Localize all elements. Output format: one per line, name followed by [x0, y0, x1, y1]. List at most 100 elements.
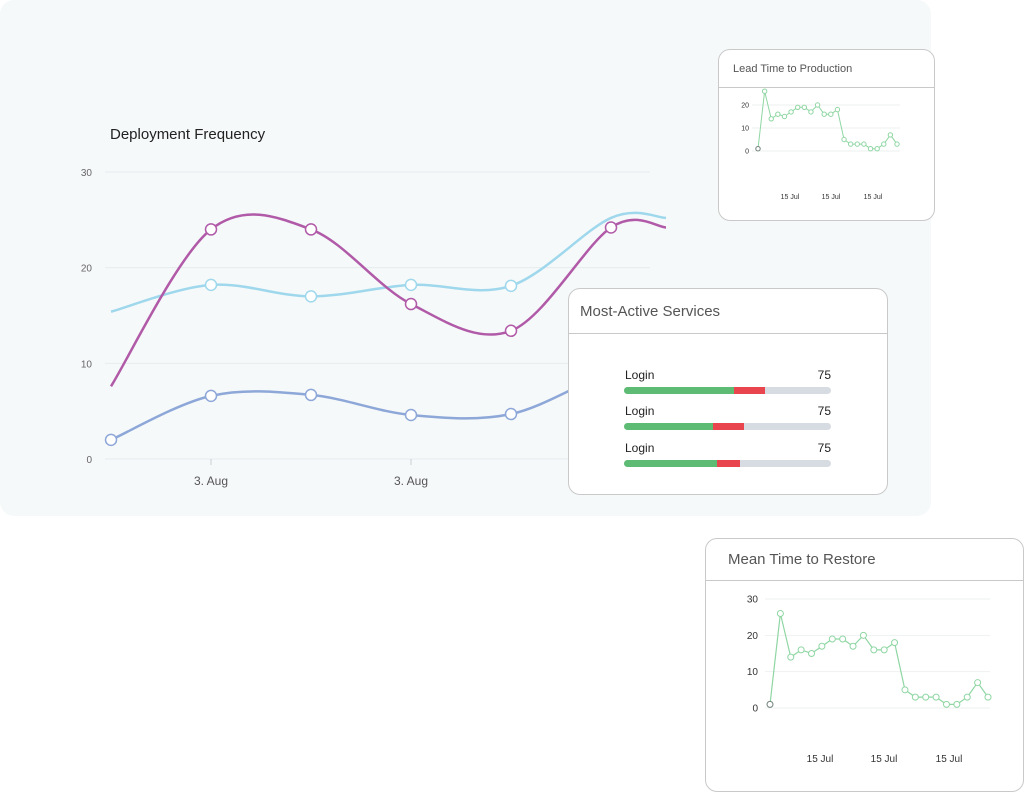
data-point: [304, 290, 318, 303]
data-point: [404, 278, 418, 292]
service-bar-success: [624, 460, 718, 467]
data-point: [839, 635, 847, 643]
lead-time-header: Lead Time to Production: [719, 50, 934, 88]
y-tick-label: 20: [747, 631, 759, 642]
data-point: [849, 642, 857, 650]
data-point: [755, 146, 761, 152]
x-tick-label: 15 Jul: [781, 194, 800, 201]
data-point: [828, 111, 834, 117]
restore-card: Mean Time to Restore 0 10 20 30 15 Jul 15 Jul…: [705, 538, 1024, 792]
data-point: [104, 433, 118, 447]
data-point: [828, 635, 836, 643]
data-point: [204, 278, 218, 292]
data-point: [861, 141, 867, 147]
data-point: [808, 650, 816, 657]
data-point: [894, 141, 900, 147]
restore-chart: 0 10 20 30 15 Jul 15 Jul 15 Jul: [747, 595, 992, 765]
service-label: Login: [625, 441, 655, 455]
data-point: [788, 109, 794, 115]
service-label: Login: [625, 368, 655, 382]
data-point: [504, 279, 518, 293]
y-tick-label: 20: [81, 264, 93, 275]
data-point: [781, 113, 788, 120]
x-tick-label: 15 Jul: [936, 754, 963, 765]
data-point: [766, 700, 774, 708]
data-point: [775, 111, 781, 117]
service-label: Login: [625, 404, 655, 418]
data-point: [932, 693, 940, 701]
sparkline: [769, 613, 989, 705]
services-title: Most-Active Services: [580, 302, 721, 320]
y-tick-label: 10: [747, 667, 759, 678]
x-tick-label: 3. Aug: [194, 474, 228, 488]
data-point: [874, 146, 880, 152]
deployment-frequency-title: Deployment Frequency: [110, 126, 266, 143]
service-bar: [624, 387, 831, 394]
service-value: 75: [817, 404, 831, 418]
services-header: Most-Active Services: [569, 289, 887, 334]
data-point: [859, 631, 867, 639]
data-point: [953, 700, 961, 708]
data-point: [204, 223, 218, 236]
data-point: [787, 653, 795, 661]
data-point: [834, 106, 841, 113]
data-point: [942, 700, 950, 708]
y-tick-label: 0: [86, 455, 92, 466]
y-tick-label: 10: [81, 359, 93, 370]
series-line: [109, 213, 667, 387]
data-point: [818, 642, 826, 650]
y-tick-label: 20: [741, 102, 749, 109]
data-point: [814, 102, 821, 108]
x-tick-label: 15 Jul: [871, 754, 898, 765]
data-point: [841, 136, 847, 143]
y-tick-label: 30: [81, 168, 93, 179]
data-point: [768, 116, 774, 122]
data-point: [808, 109, 814, 115]
data-point: [404, 408, 418, 422]
data-point: [204, 389, 218, 403]
data-point: [404, 297, 418, 311]
y-tick-label: 10: [741, 125, 749, 132]
data-point: [821, 111, 827, 117]
data-point: [870, 646, 878, 654]
data-point: [847, 141, 854, 147]
data-point: [891, 639, 899, 647]
service-value: 75: [817, 441, 831, 455]
services-card: Most-Active Services Login 75 Login 75 L…: [568, 288, 888, 495]
data-point: [801, 104, 808, 111]
service-bar-success: [624, 423, 713, 430]
data-point: [911, 693, 919, 701]
x-tick-label: 15 Jul: [864, 194, 883, 201]
data-point: [984, 693, 992, 701]
service-value: 75: [817, 368, 831, 382]
service-bar: [624, 423, 831, 430]
data-point: [854, 141, 860, 147]
data-point: [887, 132, 894, 138]
data-point: [922, 693, 930, 701]
service-bar: [624, 460, 831, 467]
x-tick-label: 15 Jul: [807, 754, 834, 765]
data-point: [304, 223, 318, 236]
data-point: [797, 646, 805, 654]
y-tick-label: 0: [745, 148, 749, 155]
data-point: [776, 610, 784, 618]
deployment-frequency-chart: 0 10 20 30 3. Aug 3. Aug: [81, 168, 667, 488]
data-point: [880, 646, 888, 654]
data-point: [881, 141, 887, 147]
lead-time-title: Lead Time to Production: [733, 62, 853, 75]
restore-title: Mean Time to Restore: [728, 551, 876, 568]
data-point: [504, 407, 518, 421]
y-tick-label: 0: [752, 704, 758, 715]
data-point: [901, 686, 909, 694]
sparkline: [757, 91, 898, 150]
service-bar-error: [733, 387, 765, 394]
service-bar-error: [717, 460, 740, 467]
data-point: [604, 221, 618, 234]
data-point: [504, 324, 518, 338]
y-tick-label: 30: [747, 595, 759, 606]
x-tick-label: 15 Jul: [822, 194, 841, 201]
data-point: [304, 388, 318, 402]
